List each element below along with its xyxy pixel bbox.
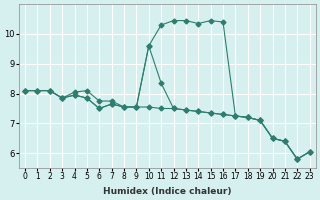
X-axis label: Humidex (Indice chaleur): Humidex (Indice chaleur): [103, 187, 232, 196]
